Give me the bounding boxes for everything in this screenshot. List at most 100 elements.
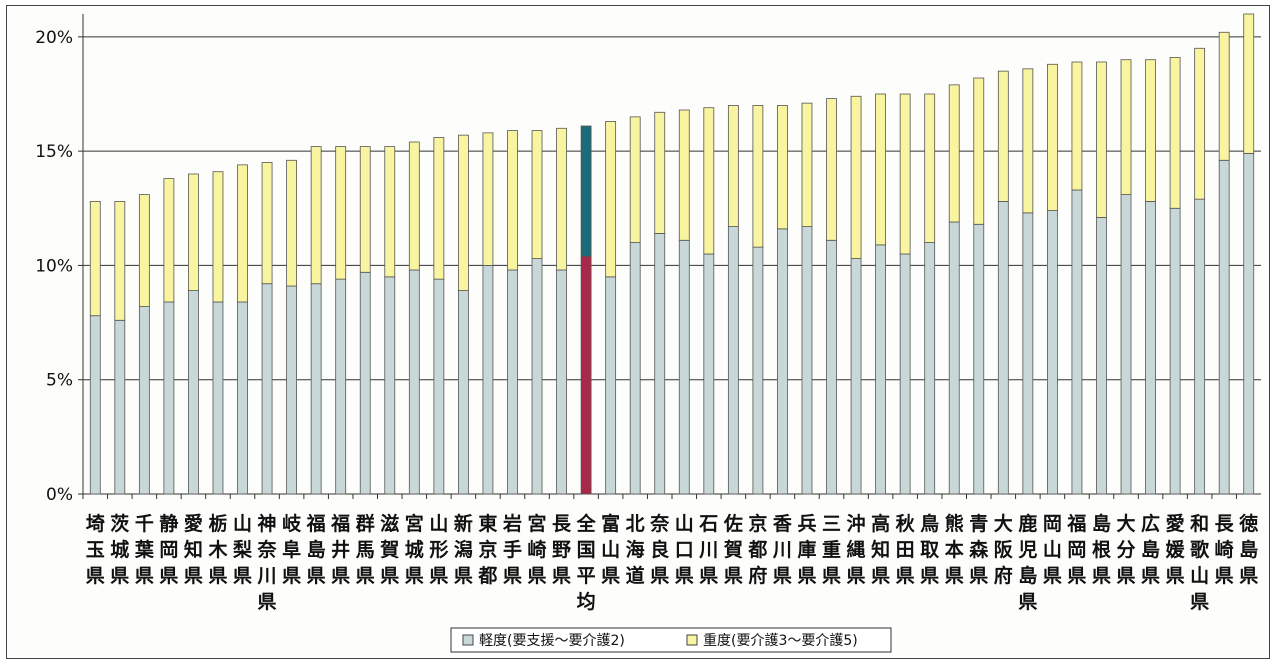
bar-segment-heavy <box>1169 57 1181 209</box>
bar-segment-light <box>531 258 543 495</box>
bar-segment-light <box>188 290 199 495</box>
category-label: 香川県 <box>772 513 793 587</box>
category-label: 福井県 <box>330 512 350 587</box>
bar-segment-heavy <box>408 141 420 271</box>
category-label: 高知県 <box>871 512 890 587</box>
ytick-label: 15% <box>35 142 73 162</box>
category-label: 千葉県 <box>134 513 155 587</box>
bar-segment-heavy <box>997 70 1009 202</box>
category-label: 静岡県 <box>159 512 178 587</box>
category-label: 長野県 <box>552 513 572 587</box>
category-label: 兵庫県 <box>797 513 816 587</box>
bar-segment-heavy <box>973 77 985 225</box>
bar-segment-light <box>457 290 469 495</box>
bar-segment-heavy <box>482 132 494 266</box>
category-label: 群馬県 <box>355 512 375 587</box>
category-label: 長崎県 <box>1215 513 1235 587</box>
bar-segment-heavy <box>237 164 248 303</box>
category-label: 青森県 <box>969 513 989 587</box>
bar-segment-heavy <box>875 93 887 246</box>
bar-segment-light <box>335 278 347 495</box>
bar-segment-light <box>408 269 420 495</box>
bar-segment-light <box>261 283 273 495</box>
category-label: 岡山県 <box>1043 513 1062 587</box>
bar-segment-heavy <box>359 146 371 273</box>
bar-segment-heavy <box>801 102 813 227</box>
category-label: 福島県 <box>306 512 326 587</box>
bar-segment-heavy <box>89 201 101 317</box>
bar-segment-heavy <box>654 111 666 234</box>
category-label: 鹿児島県 <box>1017 512 1037 613</box>
bar-segment-light <box>1071 189 1083 495</box>
bar-segment-light <box>1169 207 1181 495</box>
bar-segment-heavy <box>1022 68 1034 214</box>
category-label: 山形県 <box>429 513 448 587</box>
ytick-label: 5% <box>46 371 73 391</box>
ytick-label: 10% <box>35 256 73 276</box>
bar-segment-heavy <box>703 107 715 255</box>
bar-segment-heavy <box>826 98 837 241</box>
bar-segment-heavy <box>924 93 936 243</box>
category-label: 神奈川県 <box>257 512 278 613</box>
category-label: 島根県 <box>1092 512 1111 587</box>
category-label: 新潟県 <box>454 512 473 587</box>
category-label: 石川県 <box>698 513 718 587</box>
bar-segment-light <box>1022 212 1034 495</box>
bar-segment-light <box>850 258 862 495</box>
bar-segment-light <box>948 221 960 495</box>
bar-segment-light <box>1218 159 1230 495</box>
bar-segment-light <box>1145 201 1156 495</box>
stacked-bar-chart: 0% 5% 10% 15% 20% 埼玉県茨城県千葉県静岡県愛知県栃木県山梨県神奈川県岐… <box>35 13 1261 653</box>
bar-segment-light <box>286 285 298 495</box>
category-label: 奈良県 <box>649 512 670 587</box>
bar-segment-light <box>163 301 175 495</box>
bar-segment-heavy <box>850 95 862 259</box>
bar-segment-light <box>899 253 911 495</box>
bar-segment-heavy <box>1218 31 1230 161</box>
legend-label: 軽度(要支援～要介護2) <box>479 633 625 649</box>
bar-segment-heavy <box>163 178 175 303</box>
bar-segment-light <box>310 283 322 495</box>
category-label: 秋田県 <box>896 512 916 587</box>
bar-segment-heavy <box>752 105 764 248</box>
chart-frame: 0% 5% 10% 15% 20% 埼玉県 茨城県 千葉県 静岡県 愛知県 栃木県 山梨県 神奈川県岐… <box>6 5 1270 659</box>
bar-segment-light <box>1194 198 1206 495</box>
category-label: 栃木県 <box>207 512 228 587</box>
bar-segment-light <box>826 239 837 495</box>
category-label: 和歌山県 <box>1190 512 1210 613</box>
bar-segment-heavy <box>457 134 469 291</box>
bar-segment-heavy <box>286 159 298 287</box>
legend-swatch <box>686 634 698 646</box>
category-label: 茨城県 <box>110 512 129 587</box>
legend-label: 重度(要介護3～要介護5) <box>703 633 858 649</box>
bar-segment-light <box>1243 153 1255 495</box>
bar-segment-heavy <box>1194 47 1206 200</box>
category-label: 佐賀県 <box>723 512 743 587</box>
bar-segment-heavy <box>1120 59 1132 195</box>
category-label: 宮城県 <box>405 512 424 587</box>
bar-segment-light <box>703 253 715 495</box>
category-label: 埼玉県 <box>86 512 105 587</box>
bar-segment-light <box>1096 217 1107 495</box>
bar-segment-light <box>777 228 788 495</box>
bar-segment-heavy <box>384 146 396 278</box>
bar-segment-light <box>654 233 666 495</box>
category-label: 大阪府 <box>994 512 1014 587</box>
bar-segment-heavy <box>556 127 567 271</box>
bar-segment-heavy <box>1071 61 1083 191</box>
bar-segment-heavy <box>629 116 641 243</box>
bar-segment-light <box>973 223 985 495</box>
bar-segment-light <box>629 242 641 495</box>
category-label: 京都府 <box>747 512 767 587</box>
bar-segment-light <box>924 242 936 495</box>
category-label: 岩手県 <box>502 512 522 587</box>
bar-segment-light <box>237 301 248 495</box>
bar-segment-heavy <box>1046 63 1058 211</box>
bar-segment-light <box>212 301 224 495</box>
category-label: 鳥取県 <box>920 512 939 587</box>
bar-segment-heavy <box>948 84 960 223</box>
category-label: 熊本県 <box>945 512 964 587</box>
bar-segment-light <box>384 276 396 495</box>
bar-segment-light <box>875 244 887 495</box>
category-label: 愛知県 <box>184 513 203 587</box>
